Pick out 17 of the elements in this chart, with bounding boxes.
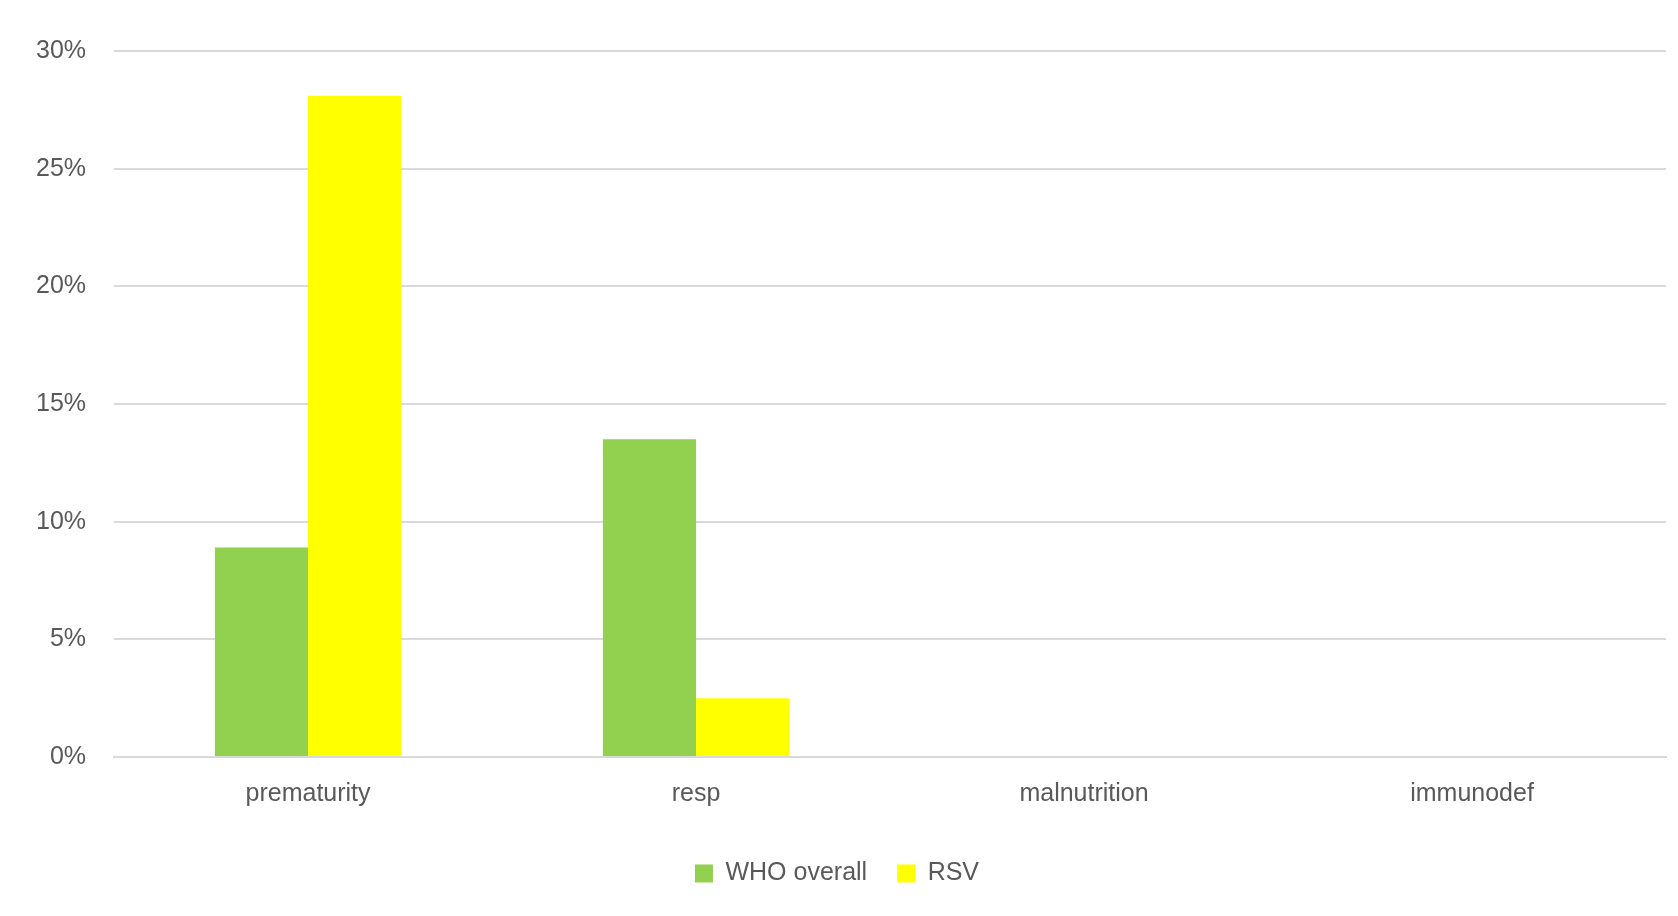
bar <box>214 547 309 756</box>
y-tick-label: 25% <box>35 152 87 181</box>
bar <box>308 95 402 756</box>
x-tick-label: resp <box>671 777 721 806</box>
x-tick-label: prematurity <box>245 777 372 806</box>
x-tick-label: immunodef <box>1410 777 1534 806</box>
y-tick-label: 20% <box>35 270 87 299</box>
legend-label: WHO overall <box>725 857 868 886</box>
legend-label: RSV <box>927 857 980 886</box>
y-tick-label: 0% <box>49 740 87 769</box>
bar <box>696 698 790 756</box>
bar <box>602 439 697 756</box>
y-tick-label: 15% <box>35 387 87 416</box>
y-tick-label: 30% <box>35 34 87 63</box>
y-tick-label: 10% <box>35 505 87 534</box>
y-tick-label: 5% <box>49 623 87 652</box>
x-tick-label: malnutrition <box>1019 777 1149 806</box>
